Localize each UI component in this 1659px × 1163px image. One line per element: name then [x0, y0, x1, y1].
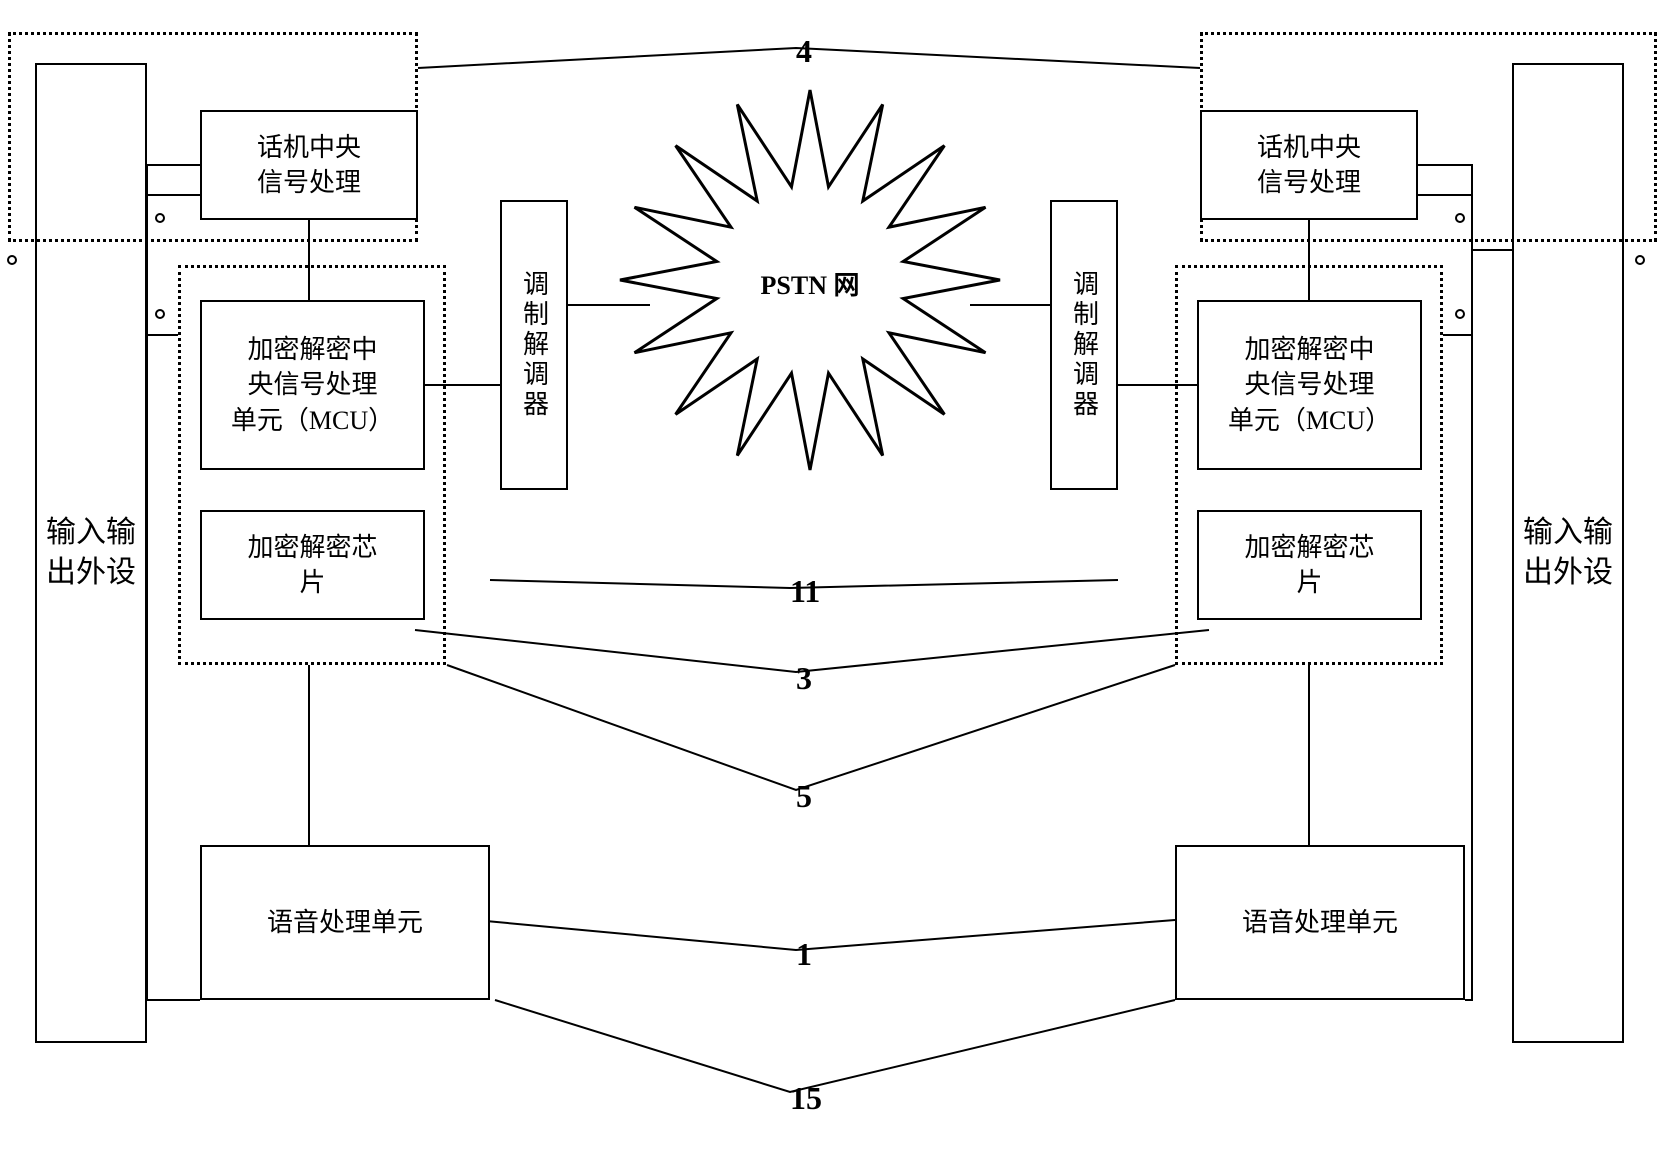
num-label-1: 1 — [796, 936, 812, 973]
connector-node — [7, 255, 17, 265]
num-5-text: 5 — [796, 778, 812, 814]
connector-node — [155, 213, 165, 223]
enc-mcu-right: 加密解密中 央信号处理 单元（MCU） — [1197, 300, 1422, 470]
phone-central-left-label: 话机中央 信号处理 — [257, 130, 361, 200]
num-label-5: 5 — [796, 778, 812, 815]
enc-chip-right: 加密解密芯 片 — [1197, 510, 1422, 620]
enc-mcu-left: 加密解密中 央信号处理 单元（MCU） — [200, 300, 425, 470]
enc-chip-right-label: 加密解密芯 片 — [1244, 530, 1374, 600]
num-15-text: 15 — [790, 1080, 822, 1116]
voice-unit-right: 语音处理单元 — [1175, 845, 1465, 1000]
pstn-label-text: PSTN 网 — [761, 271, 860, 300]
num-label-15: 15 — [790, 1080, 822, 1117]
enc-mcu-left-label: 加密解密中 央信号处理 单元（MCU） — [231, 332, 394, 437]
io-left-label: 输入输 出外设 — [46, 513, 136, 594]
connector-node — [1455, 309, 1465, 319]
num-11-text: 11 — [790, 573, 820, 609]
num-4-text: 4 — [796, 33, 812, 69]
io-right-label: 输入输 出外设 — [1523, 513, 1613, 594]
pstn-label: PSTN 网 — [745, 265, 875, 302]
modem-left-label: 调制解调器 — [516, 270, 551, 420]
num-label-11: 11 — [790, 573, 820, 610]
connector-node — [1635, 255, 1645, 265]
num-label-3: 3 — [796, 660, 812, 697]
connector-node — [155, 309, 165, 319]
phone-central-left: 话机中央 信号处理 — [200, 110, 418, 220]
enc-mcu-right-label: 加密解密中 央信号处理 单元（MCU） — [1228, 332, 1391, 437]
enc-chip-left-label: 加密解密芯 片 — [247, 530, 377, 600]
voice-unit-left-label: 语音处理单元 — [267, 905, 423, 940]
num-3-text: 3 — [796, 660, 812, 696]
phone-central-right: 话机中央 信号处理 — [1200, 110, 1418, 220]
modem-right-label: 调制解调器 — [1066, 270, 1101, 420]
num-label-4: 4 — [796, 33, 812, 70]
connector-node — [1455, 213, 1465, 223]
num-1-text: 1 — [796, 936, 812, 972]
modem-right: 调制解调器 — [1050, 200, 1118, 490]
enc-chip-left: 加密解密芯 片 — [200, 510, 425, 620]
modem-left: 调制解调器 — [500, 200, 568, 490]
phone-central-right-label: 话机中央 信号处理 — [1257, 130, 1361, 200]
voice-unit-right-label: 语音处理单元 — [1242, 905, 1398, 940]
voice-unit-left: 语音处理单元 — [200, 845, 490, 1000]
